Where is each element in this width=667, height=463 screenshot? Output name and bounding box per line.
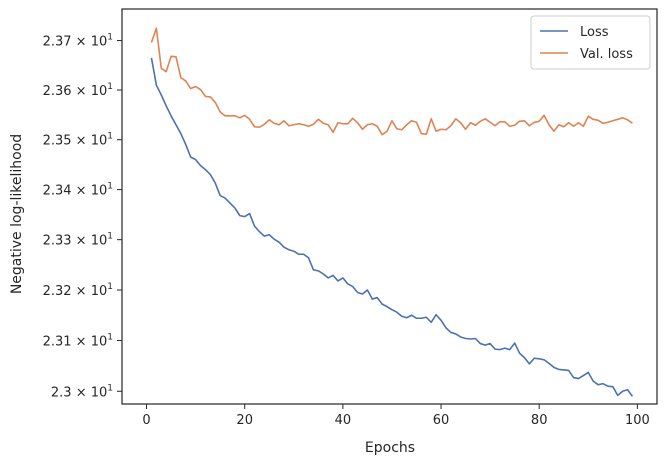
x-tick-label: 60 [433,413,450,428]
series-layer [150,27,634,397]
y-tick-label: 2.33 × 101 [43,232,113,249]
y-axis-label: Negative log-likelihood [9,134,25,294]
plot-area [121,8,658,405]
x-tick-label: 20 [236,413,253,428]
x-axis: 0 20 40 60 80 100 [142,404,650,428]
legend: Loss Val. loss [530,15,651,70]
x-tick-label: 80 [531,413,548,428]
y-tick-label: 2.32 × 101 [43,282,113,299]
series-line-0 [150,57,634,397]
y-tick-label: 2.3 × 101 [51,383,113,400]
legend-box [530,15,651,70]
x-tick-label: 0 [142,413,150,428]
y-tick-label: 2.34 × 101 [43,182,113,199]
legend-label-0: Loss [580,25,609,40]
y-tick-label: 2.37 × 101 [43,33,113,50]
y-tick-label: 2.35 × 101 [43,132,113,149]
y-tick-label: 2.36 × 101 [43,82,113,99]
plot-frame [121,8,658,405]
x-tick-label: 100 [625,413,650,428]
x-tick-label: 40 [335,413,352,428]
x-axis-label: Epochs [365,440,415,456]
legend-label-1: Val. loss [580,47,633,62]
series-line-1 [150,27,633,136]
y-tick-label: 2.31 × 101 [43,333,113,350]
y-axis: 2.3 × 101 2.31 × 101 2.32 × 101 2.33 × 101 2… [43,33,122,400]
